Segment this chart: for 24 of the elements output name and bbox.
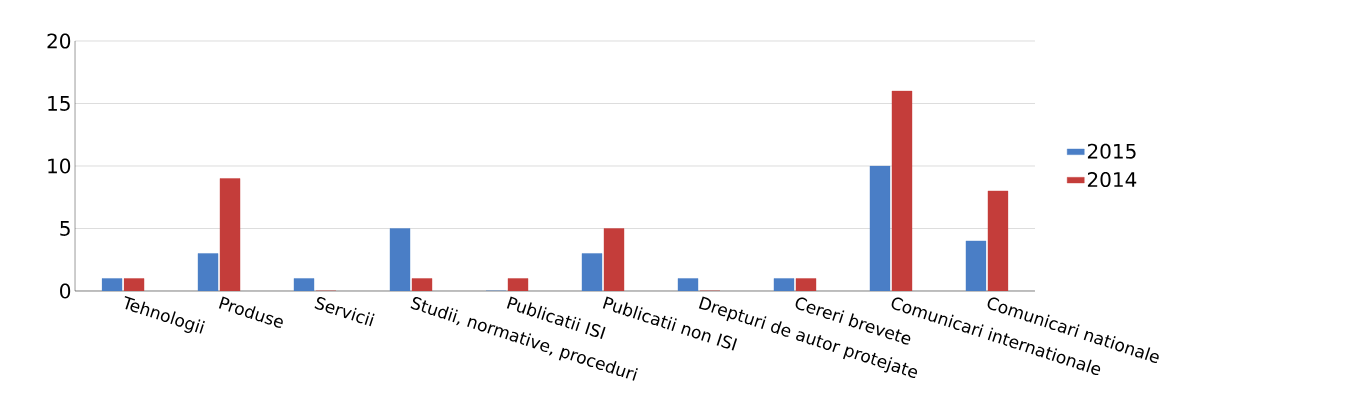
bar bbox=[603, 228, 625, 291]
bar bbox=[411, 278, 433, 291]
legend-label: 2015 bbox=[1087, 143, 1136, 159]
y-tick-label: 15 bbox=[48, 96, 70, 111]
bar bbox=[507, 278, 529, 291]
bar bbox=[677, 278, 699, 291]
bar bbox=[581, 253, 603, 291]
legend-label: 2014 bbox=[1087, 172, 1137, 188]
y-tick-label: 10 bbox=[48, 158, 71, 174]
y-tick-label: 0 bbox=[60, 283, 71, 299]
bar bbox=[197, 253, 219, 291]
bar bbox=[219, 178, 241, 291]
bar bbox=[891, 90, 913, 291]
y-tick-label: 5 bbox=[60, 221, 70, 236]
y-tick-label: 20 bbox=[47, 33, 71, 49]
bar bbox=[795, 278, 817, 291]
bar bbox=[293, 278, 315, 291]
bar bbox=[389, 228, 411, 291]
bar bbox=[101, 278, 123, 291]
bar bbox=[773, 278, 795, 291]
bar bbox=[869, 165, 891, 291]
bar bbox=[123, 278, 145, 291]
bar bbox=[965, 240, 987, 291]
bar bbox=[987, 190, 1009, 291]
